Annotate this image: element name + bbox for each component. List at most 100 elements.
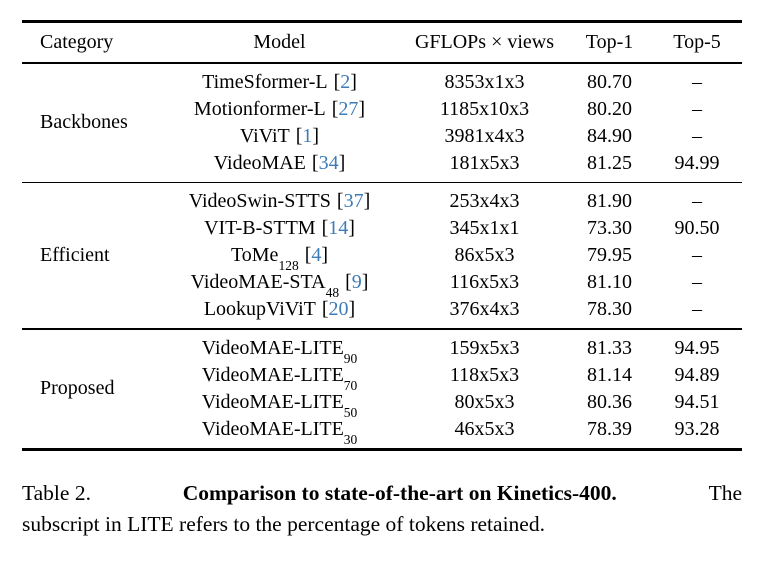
model-cell: VideoMAE-STA 48 [9] [157, 269, 402, 300]
citation-link[interactable]: [14] [321, 217, 355, 239]
top5-cell: – [692, 97, 702, 120]
header-rule [22, 62, 742, 64]
model-subscript: 48 [325, 285, 340, 300]
model-cell: LookupViViT [20] [157, 296, 402, 323]
top-rule [22, 20, 742, 23]
citation-link[interactable]: [4] [304, 244, 329, 266]
top5-cell: 94.95 [674, 336, 720, 359]
gflops-cell: 46x5x3 [454, 417, 515, 440]
model-name: VideoMAE-LITE [201, 363, 344, 386]
citation-number[interactable]: 4 [311, 244, 322, 266]
caption-bold-title: Comparison to state-of-the-art on Kineti… [182, 481, 617, 505]
gflops-cell: 118x5x3 [449, 363, 520, 386]
top1-cell: 73.30 [587, 217, 632, 239]
caption-label: Table 2. [22, 481, 91, 505]
citation-link[interactable]: [9] [345, 271, 369, 293]
citation-number[interactable]: 14 [328, 217, 349, 239]
bottom-rule [22, 447, 742, 451]
top5-cell: – [692, 298, 702, 320]
model-name: Motionformer-L [193, 97, 326, 120]
header-top5: Top-5 [673, 31, 721, 53]
gflops-cell: 345x1x1 [449, 217, 520, 239]
top1-cell: 78.39 [587, 417, 632, 440]
top1-cell: 84.90 [587, 124, 632, 147]
model-name: VideoMAE-LITE [201, 336, 344, 359]
model-cell: Motionformer-L [27] [157, 96, 402, 123]
gflops-cell: 80x5x3 [454, 390, 515, 413]
model-name: VideoMAE-LITE [201, 390, 344, 413]
header-category: Category [40, 31, 114, 53]
results-table: Category Model GFLOPs × views Top-1 Top-… [22, 20, 742, 451]
gflops-cell: 86x5x3 [454, 244, 515, 266]
model-name: VIT-B-STTM [204, 217, 316, 239]
top5-cell: 94.89 [674, 363, 720, 386]
top5-cell: 94.99 [674, 151, 720, 174]
citation-link[interactable]: [34] [311, 151, 346, 174]
model-name: ToMe [230, 244, 279, 266]
model-subscript: 90 [343, 350, 358, 366]
top5-cell: 90.50 [674, 217, 720, 239]
gflops-cell: 3981x4x3 [444, 124, 525, 147]
group-efficient: Efficient VideoSwin-STTS [37] 253x4x3 81… [22, 183, 742, 328]
header-gflops: GFLOPs × views [414, 31, 555, 53]
top1-cell: 81.14 [587, 363, 632, 386]
model-cell: VideoMAE-LITE 70 [157, 362, 402, 392]
model-name: VideoMAE-LITE [201, 417, 344, 440]
model-name: TimeSformer-L [202, 70, 328, 93]
gflops-cell: 253x4x3 [449, 190, 520, 212]
table-header-row: Category Model GFLOPs × views Top-1 Top-… [22, 23, 742, 62]
gflops-cell: 116x5x3 [449, 271, 520, 293]
model-cell: ViViT [1] [157, 123, 402, 150]
model-cell: ToMe 128 [4] [157, 242, 402, 273]
caption-line-2: subscript in LITE refers to the percenta… [22, 512, 545, 536]
top1-cell: 81.25 [587, 151, 632, 174]
citation-link[interactable]: [1] [295, 124, 320, 147]
top5-cell: – [692, 70, 702, 93]
gflops-cell: 181x5x3 [449, 151, 520, 174]
section-rule [22, 328, 742, 330]
model-name: VideoMAE [213, 151, 306, 174]
top5-cell: – [692, 124, 702, 147]
citation-number[interactable]: 1 [302, 124, 313, 147]
model-cell: VideoSwin-STTS [37] [157, 188, 402, 215]
top5-cell: – [692, 244, 702, 266]
citation-link[interactable]: [37] [336, 190, 371, 212]
citation-number[interactable]: 34 [318, 151, 339, 174]
model-name: VideoMAE-STA [190, 271, 326, 293]
gflops-cell: 8353x1x3 [444, 70, 525, 93]
model-subscript: 50 [343, 404, 358, 420]
top1-cell: 78.30 [587, 298, 632, 320]
gflops-cell: 159x5x3 [449, 336, 520, 359]
gflops-cell: 1185x10x3 [439, 97, 530, 120]
citation-link[interactable]: [20] [321, 298, 356, 320]
citation-number[interactable]: 27 [338, 97, 359, 120]
top1-cell: 81.33 [587, 336, 632, 359]
citation-number[interactable]: 2 [340, 70, 351, 93]
top1-cell: 80.20 [587, 97, 632, 120]
group-proposed: Proposed VideoMAE-LITE 90 159x5x3 81.33 9… [22, 330, 742, 448]
model-cell: VideoMAE [34] [157, 150, 402, 177]
model-cell: VideoMAE-LITE 50 [157, 389, 402, 420]
group-backbones: Backbones TimeSformer-L [2] 8353x1x3 80.… [22, 64, 742, 182]
citation-link[interactable]: [27] [331, 97, 366, 120]
model-subscript: 128 [278, 258, 299, 273]
category-label: Backbones [40, 111, 128, 133]
citation-number[interactable]: 37 [343, 190, 364, 212]
citation-number[interactable]: 9 [351, 271, 362, 293]
header-top1: Top-1 [585, 31, 634, 53]
top1-cell: 80.36 [587, 390, 632, 413]
section-rule [22, 181, 742, 183]
top1-cell: 79.95 [587, 244, 632, 266]
model-name: VideoSwin-STTS [188, 190, 331, 212]
model-name: ViViT [239, 124, 290, 147]
caption-line1-end: The [708, 481, 742, 505]
model-cell: TimeSformer-L [2] [157, 69, 402, 96]
citation-link[interactable]: [2] [333, 70, 357, 93]
citation-number[interactable]: 20 [328, 298, 349, 320]
model-cell: VIT-B-STTM [14] [157, 215, 402, 242]
top5-cell: 94.51 [674, 390, 720, 413]
gflops-cell: 376x4x3 [449, 298, 520, 320]
table-caption: Table 2. Comparison to state-of-the-art … [22, 478, 742, 540]
header-model: Model [253, 31, 306, 53]
